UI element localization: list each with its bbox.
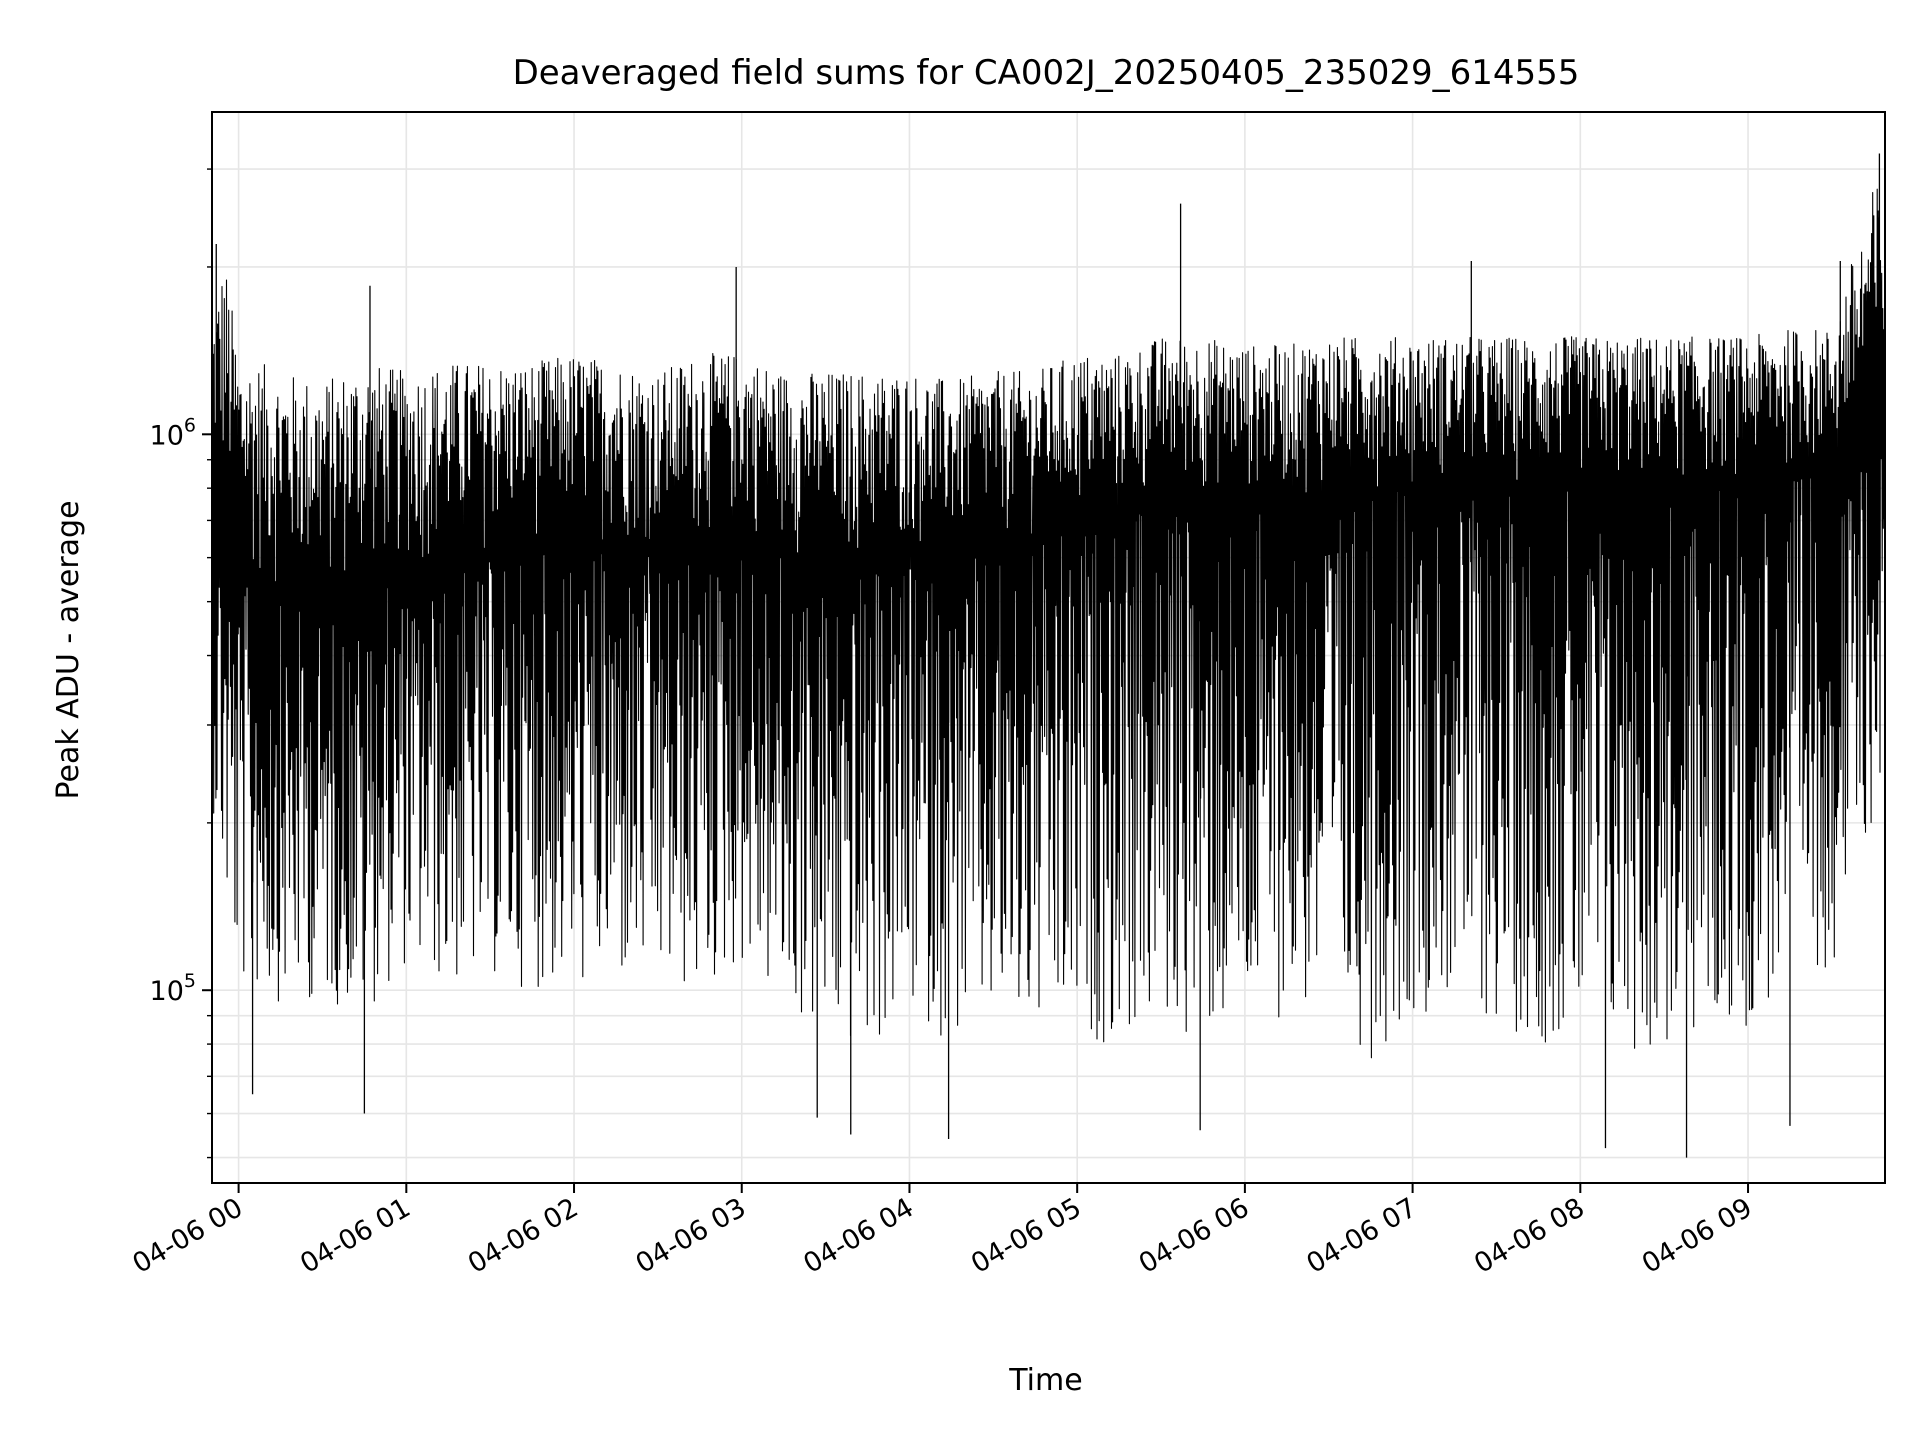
y-tick-label-exponent: 6 [184, 414, 196, 436]
chart-title: Deaveraged field sums for CA002J_2025040… [513, 53, 1580, 93]
y-tick-label: 106 [150, 414, 196, 451]
y-tick-label-exponent: 5 [184, 970, 196, 992]
y-tick-label-base: 10 [150, 976, 184, 1007]
y-tick-label-base: 10 [150, 420, 184, 451]
x-axis-label: Time [1008, 1363, 1082, 1398]
plot-area [211, 153, 1886, 1158]
plot-frame [211, 111, 1886, 1184]
y-tick-label: 105 [150, 970, 196, 1007]
series-line [211, 188, 1886, 1059]
y-axis-label: Peak ADU - average [51, 500, 86, 799]
